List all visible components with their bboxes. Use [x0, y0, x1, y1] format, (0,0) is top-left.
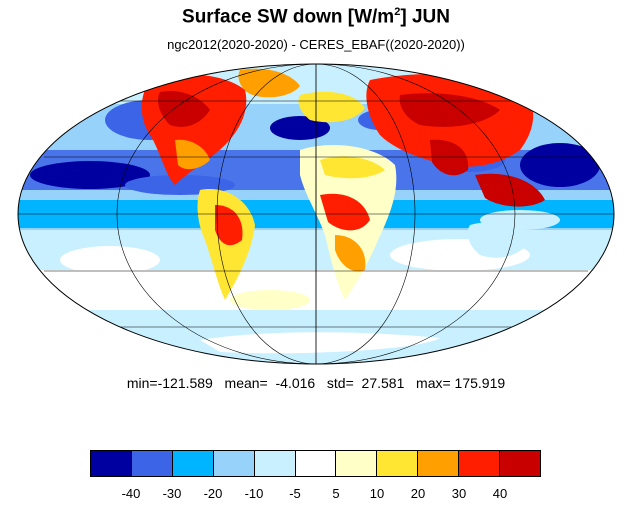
colorbar-swatch-5	[295, 451, 337, 476]
colorbar-swatch-7	[377, 451, 419, 476]
globe-outline	[17, 63, 615, 365]
plot-subtitle: ngc2012(2020-2020) - CERES_EBAF((2020-20…	[167, 37, 465, 52]
colorbar-tick-label: -30	[162, 486, 182, 501]
colorbar-swatch-8	[418, 451, 460, 476]
colorbar-tick-label: 30	[451, 486, 467, 501]
stats-line: min=-121.589 mean= -4.016 std= 27.581 ma…	[126, 375, 506, 391]
colorbar-tick-label: 10	[369, 486, 385, 501]
colorbar-tick-label: 40	[492, 486, 508, 501]
plot-title: Surface SW down [W/m2] JUN	[182, 6, 450, 28]
colorbar-tick-label: 5	[332, 486, 340, 501]
colorbar-swatch-4	[254, 451, 296, 476]
colorbar-swatch-10	[500, 451, 540, 476]
colorbar-swatch-9	[459, 451, 501, 476]
colorbar-tick-label: -10	[244, 486, 264, 501]
colorbar-swatch-3	[213, 451, 255, 476]
colorbar	[90, 450, 541, 477]
colorbar-swatch-2	[172, 451, 214, 476]
colorbar-tick-label: -5	[289, 486, 301, 501]
colorbar-tick-label: -20	[203, 486, 223, 501]
colorbar-swatch-0	[91, 451, 132, 476]
colorbar-swatch-1	[131, 451, 173, 476]
colorbar-tick-label: 20	[410, 486, 426, 501]
colorbar-swatch-6	[336, 451, 378, 476]
colorbar-tick-label: -40	[121, 486, 141, 501]
